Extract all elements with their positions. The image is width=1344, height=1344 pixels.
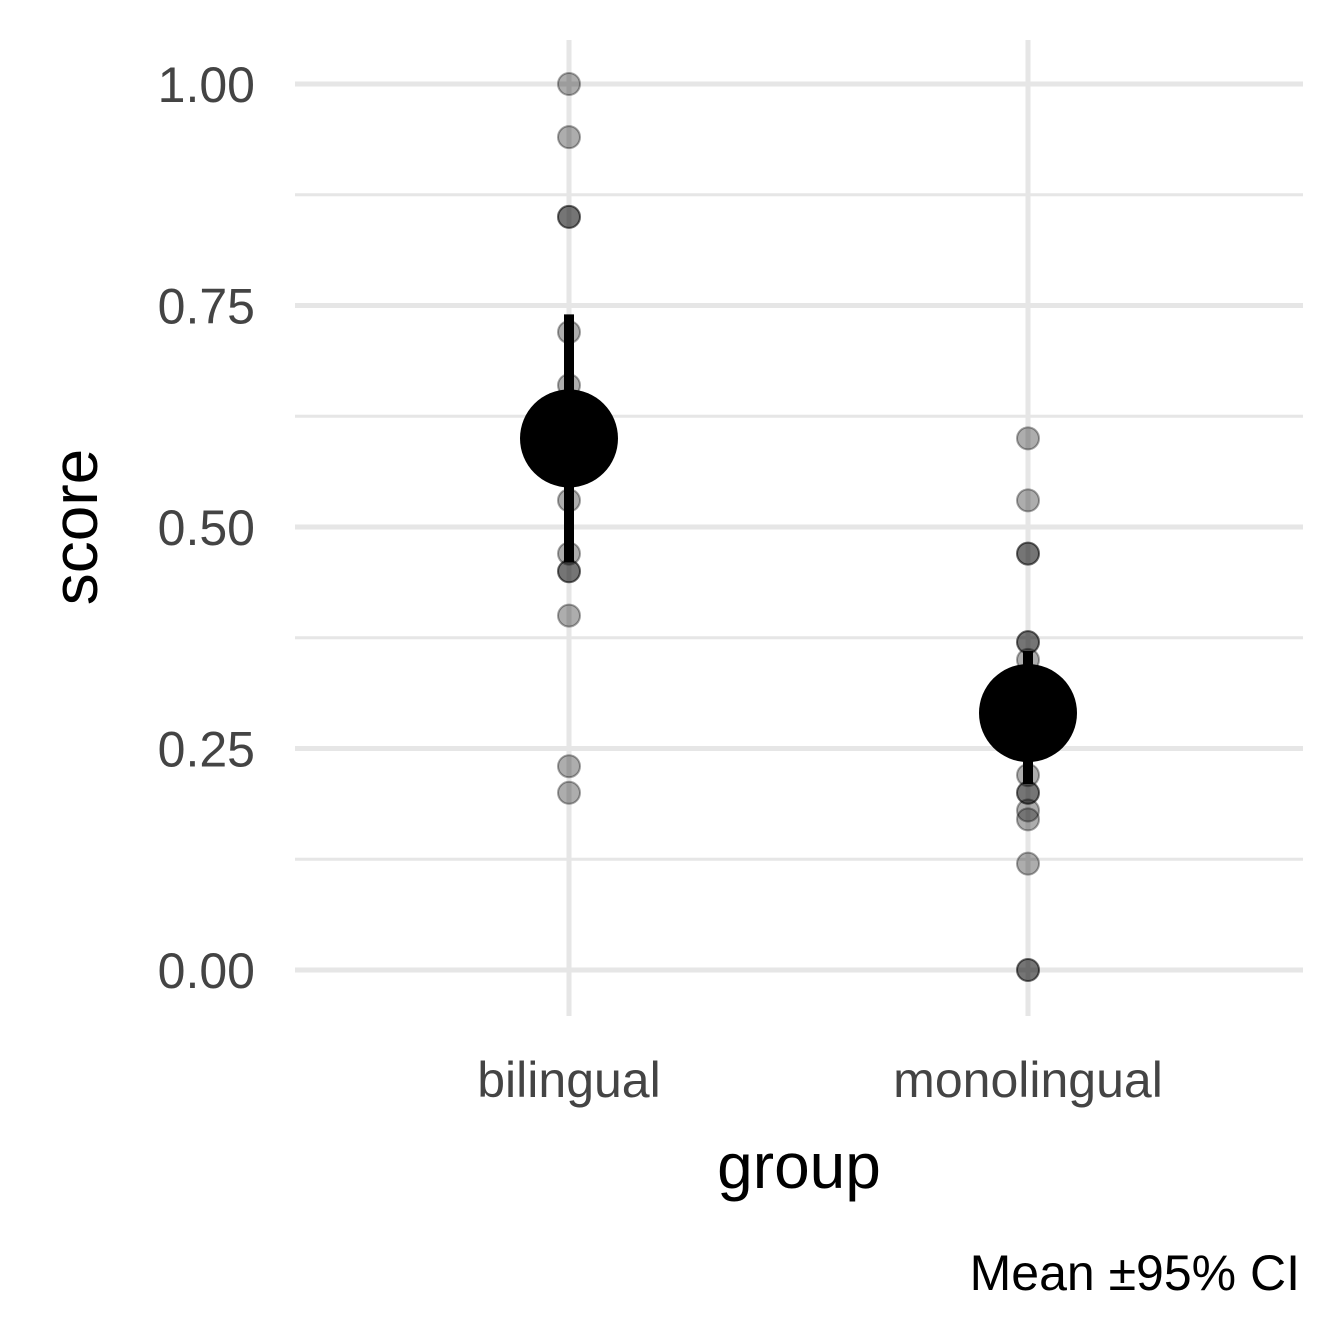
chart-caption: Mean ±95% CI xyxy=(970,1245,1300,1301)
minor-gridlines xyxy=(295,193,1303,861)
data-point xyxy=(557,603,581,628)
data-point xyxy=(557,72,581,96)
data-point xyxy=(1016,541,1040,566)
data-point xyxy=(557,204,581,229)
mean-point xyxy=(520,389,618,488)
data-point xyxy=(1016,798,1040,823)
data-point xyxy=(1016,958,1040,982)
data-point xyxy=(1016,958,1040,982)
data-point xyxy=(1016,851,1040,876)
x-tick-label: bilingual xyxy=(477,1052,660,1108)
y-axis-title: score xyxy=(39,449,111,606)
data-point xyxy=(1016,488,1040,513)
data-point xyxy=(1016,541,1040,566)
y-tick-label: 0.75 xyxy=(158,279,255,335)
x-axis-title: group xyxy=(717,1130,881,1202)
data-point xyxy=(557,559,581,584)
y-tick-labels: 0.00 0.25 0.50 0.75 1.00 xyxy=(158,57,255,999)
x-tick-labels: bilingual monolingual xyxy=(477,1052,1163,1108)
y-tick-label: 0.25 xyxy=(158,722,255,778)
major-gridlines xyxy=(295,81,1303,973)
data-point xyxy=(557,125,581,150)
summary-marks xyxy=(520,314,1077,784)
y-tick-label: 1.00 xyxy=(158,57,255,113)
mean-point xyxy=(979,664,1077,763)
data-point xyxy=(557,780,581,805)
x-tick-label: monolingual xyxy=(893,1052,1163,1108)
y-tick-label: 0.00 xyxy=(158,943,255,999)
data-point xyxy=(557,204,581,229)
data-point xyxy=(1016,426,1040,451)
y-tick-label: 0.50 xyxy=(158,500,255,556)
data-point xyxy=(557,754,581,779)
data-points xyxy=(557,72,1040,982)
data-point xyxy=(1016,807,1040,832)
